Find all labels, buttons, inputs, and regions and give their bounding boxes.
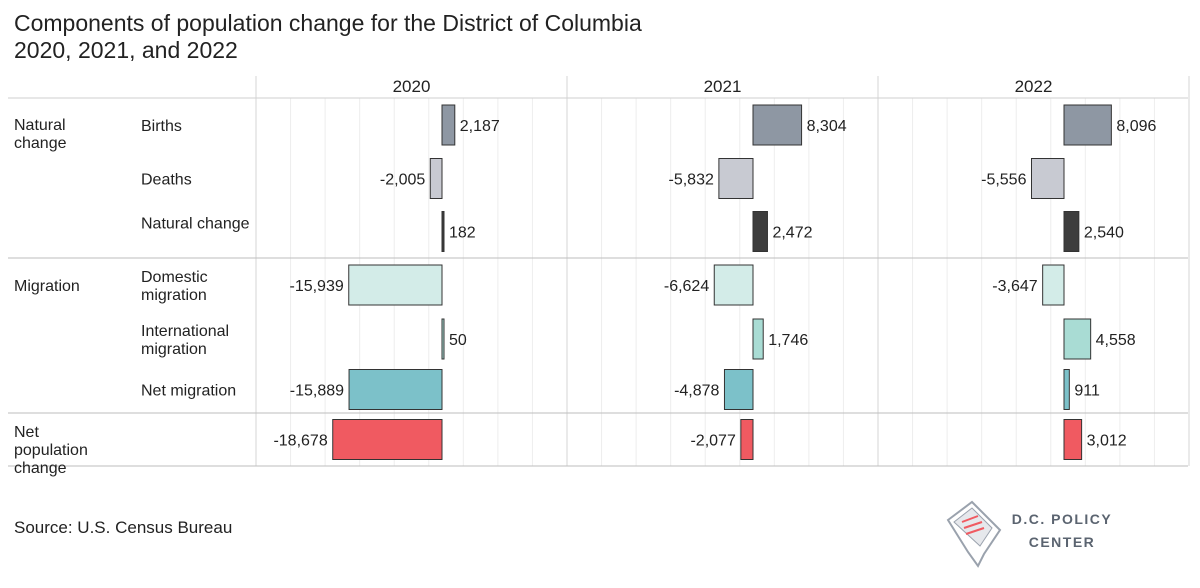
value-label: 8,304 [807, 118, 847, 135]
dc-map-icon [946, 500, 1002, 568]
value-label: -3,647 [992, 278, 1037, 295]
chart-title: Components of population change for the … [14, 10, 642, 64]
bar-2020-1 [429, 158, 443, 199]
bar-2020-0 [441, 104, 456, 146]
bar-2021-1 [718, 158, 754, 199]
value-label: -18,678 [273, 433, 327, 450]
bar-2021-3 [713, 264, 754, 306]
bar-2022-3 [1042, 264, 1065, 306]
group-label: Migration [14, 278, 80, 295]
value-label: 2,187 [460, 118, 500, 135]
chart-title-line-1: Components of population change for the … [14, 10, 642, 36]
bar-2020-6 [332, 419, 443, 460]
bar-2020-4 [441, 318, 445, 360]
bar-2021-5 [723, 369, 754, 410]
bar-2020-5 [348, 369, 443, 410]
logo-text-line-1: D.C. POLICY [1011, 511, 1113, 527]
value-label: 2,472 [772, 225, 812, 242]
dc-policy-center-logo: D.C. POLICY CENTER [940, 500, 1120, 570]
group-label: Net population change [14, 424, 88, 477]
value-label: 2,540 [1084, 225, 1124, 242]
bar-2022-0 [1063, 104, 1112, 146]
bar-2021-4 [752, 318, 764, 360]
row-label: Deaths [141, 172, 192, 189]
value-label: -2,005 [380, 172, 425, 189]
value-label: 3,012 [1087, 433, 1127, 450]
value-label: 1,746 [768, 332, 808, 349]
year-header-2021: 2021 [704, 77, 742, 96]
value-label: -5,832 [669, 172, 714, 189]
row-label: Natural change [141, 216, 250, 233]
value-label: -6,624 [664, 278, 709, 295]
bar-2021-6 [740, 419, 754, 460]
value-label: 50 [449, 332, 467, 349]
value-label: -15,939 [289, 278, 343, 295]
value-label: -5,556 [981, 172, 1026, 189]
row-label: Net migration [141, 383, 236, 400]
bar-2020-2 [441, 211, 445, 252]
value-label: 182 [449, 225, 476, 242]
logo-text: D.C. POLICY CENTER [1007, 508, 1117, 554]
bar-2021-0 [752, 104, 803, 146]
bar-2021-2 [752, 211, 768, 252]
population-change-chart: 2020 2021 2022 Natural change Births 2,187 8,30… [8, 76, 1190, 477]
chart-title-line-2: 2020, 2021, and 2022 [14, 37, 238, 63]
logo-text-line-2: CENTER [1028, 534, 1096, 550]
bar-2022-4 [1063, 318, 1092, 360]
value-label: -15,889 [290, 383, 344, 400]
value-label: 8,096 [1116, 118, 1156, 135]
bar-2022-5 [1063, 369, 1070, 410]
value-label: 4,558 [1096, 332, 1136, 349]
row-label: Domestic migration [141, 269, 208, 304]
bar-2022-2 [1063, 211, 1080, 252]
value-label: 911 [1074, 383, 1100, 400]
bar-2020-3 [348, 264, 443, 306]
group-label: Natural change [14, 117, 67, 152]
value-label: -2,077 [690, 433, 735, 450]
bar-2022-6 [1063, 419, 1083, 460]
row-label: Births [141, 118, 182, 135]
bar-2022-1 [1030, 158, 1065, 199]
source-note: Source: U.S. Census Bureau [14, 518, 233, 537]
value-label: -4,878 [674, 383, 719, 400]
year-header-2022: 2022 [1015, 77, 1053, 96]
row-label: International migration [141, 323, 229, 358]
year-header-2020: 2020 [393, 77, 431, 96]
